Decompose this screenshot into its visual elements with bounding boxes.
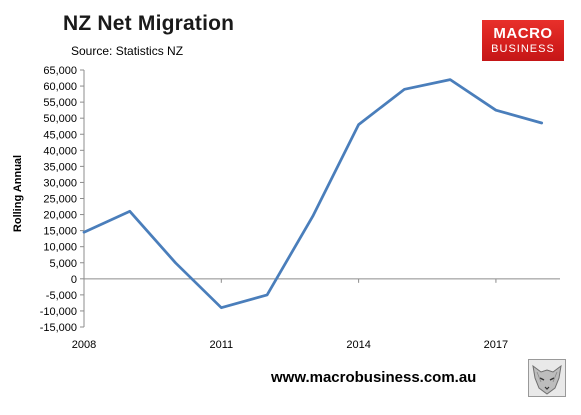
y-tick-label: 15,000 [43,226,77,238]
macrobusiness-logo: MACRO BUSINESS [482,20,564,61]
chart-title: NZ Net Migration [63,12,235,35]
series-line [82,78,544,310]
logo-line-2: BUSINESS [491,43,555,55]
logo-line-1: MACRO [493,25,553,42]
y-tick-label: 35,000 [43,161,77,173]
y-tick-label: 65,000 [43,65,77,77]
y-axis-title: Rolling Annual [12,155,24,232]
x-tick-label: 2017 [484,339,508,351]
y-tick-label: 5,000 [49,258,77,270]
website-url[interactable]: www.macrobusiness.com.au [271,369,477,386]
y-tick-label: 10,000 [43,242,77,254]
y-tick-label: 20,000 [43,210,77,222]
y-tick-label: -15,000 [40,322,77,334]
y-tick-label: 60,000 [43,81,77,93]
y-tick-label: -5,000 [46,290,77,302]
x-tick-label: 2008 [72,339,96,351]
y-tick-label: 45,000 [43,129,77,141]
y-tick-label: 30,000 [43,177,77,189]
wolf-icon [528,359,566,397]
x-tick-label: 2011 [209,339,233,351]
chart-source: Source: Statistics NZ [71,44,184,58]
y-tick-label: 40,000 [43,145,77,157]
y-tick-label: 0 [71,274,77,286]
y-tick-label: 25,000 [43,194,77,206]
x-tick-label: 2014 [346,339,370,351]
y-tick-label: 55,000 [43,97,77,109]
y-tick-label: -10,000 [40,306,77,318]
y-tick-label: 50,000 [43,113,77,125]
